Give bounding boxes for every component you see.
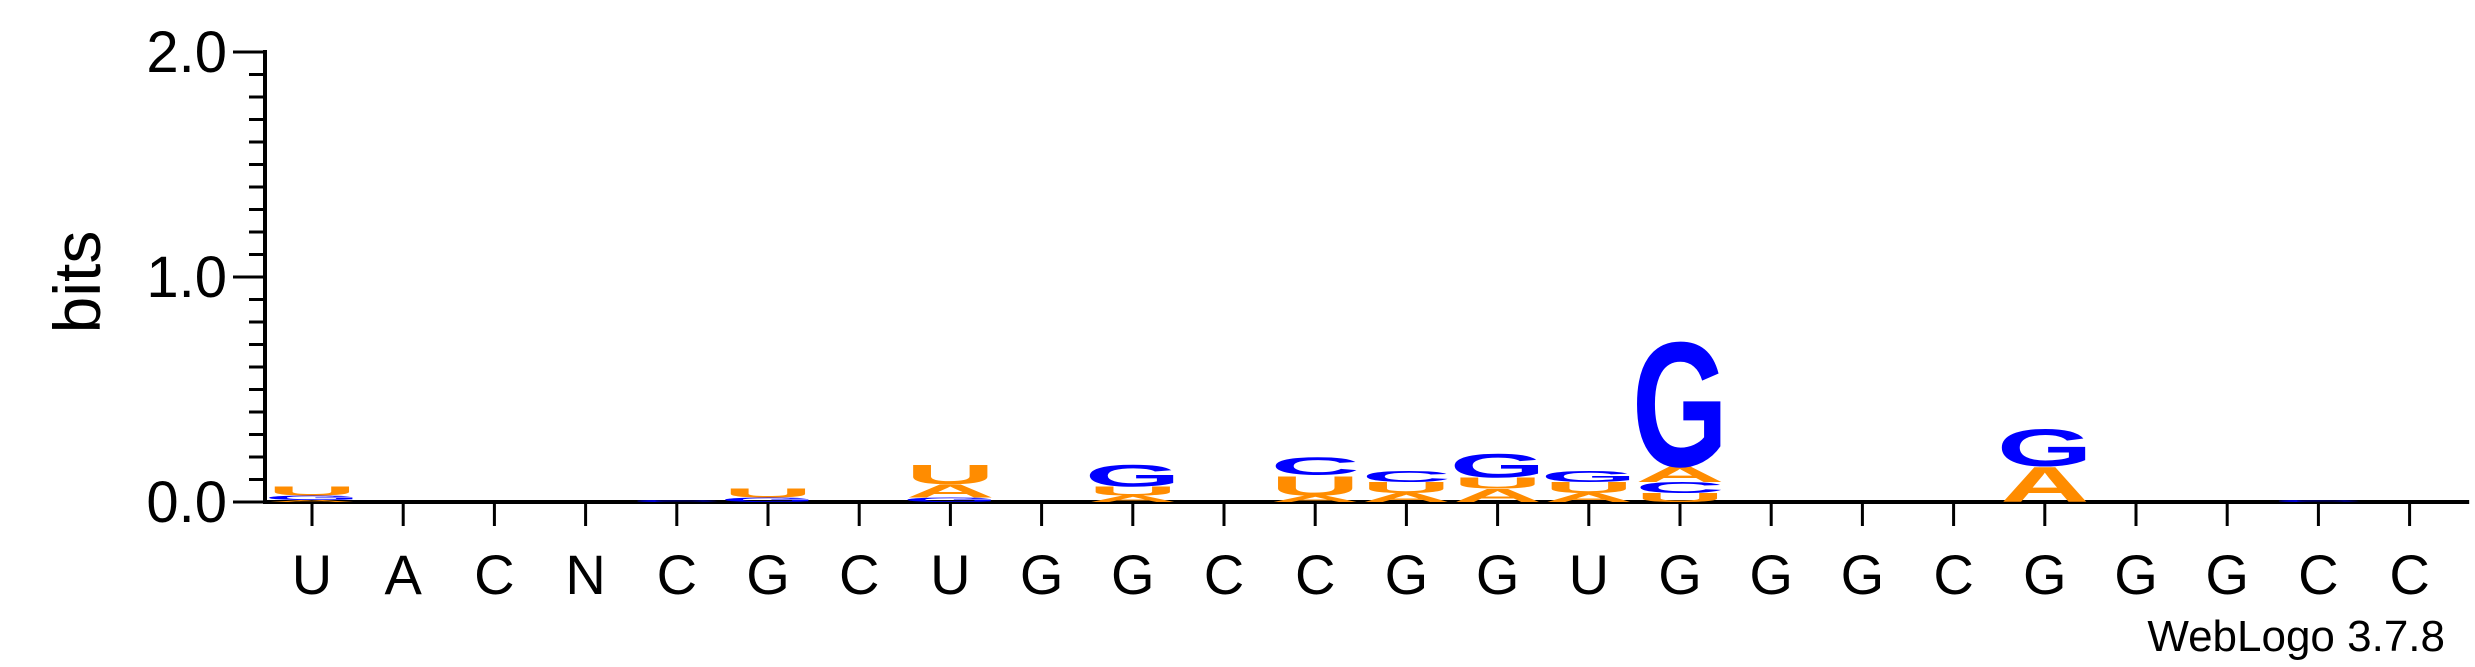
x-tick-label: U — [1569, 543, 1609, 606]
x-tick-label: G — [2023, 543, 2067, 606]
logo-letter-G: G — [1541, 468, 1637, 486]
logo-letter-A: A — [1453, 485, 1542, 506]
logo-letter-A: A — [267, 499, 356, 503]
logo-letter-U: U — [1544, 479, 1633, 497]
x-tick-label: G — [1385, 543, 1429, 606]
x-tick-label: C — [657, 543, 697, 606]
x-tick-label: G — [1658, 543, 1702, 606]
logo-letter-G: G — [1450, 447, 1546, 485]
x-tick-label: G — [1020, 543, 1064, 606]
logo-letter-G: G — [1632, 306, 1728, 505]
x-tick-label: G — [746, 543, 790, 606]
x-tick-label: G — [1111, 543, 1155, 606]
logo-letter-C: C — [632, 499, 721, 503]
x-tick-label: U — [930, 543, 970, 606]
x-tick-label: G — [2205, 543, 2249, 606]
logo-letter-U: U — [1635, 491, 1724, 505]
axes: 0.0 1.0 2.0 bits — [40, 20, 2470, 535]
y-tick-label: 1.0 — [146, 245, 227, 310]
logo-letter-C: C — [1362, 468, 1451, 486]
logo-letter-U: U — [1271, 470, 1360, 501]
x-tick-label: N — [565, 543, 605, 606]
logo-letter-U: U — [906, 459, 995, 490]
logo-letter-U: U — [1453, 474, 1542, 492]
x-tick-label: G — [1749, 543, 1793, 606]
y-axis-title: bits — [40, 231, 114, 334]
logo-letter-A: A — [1635, 462, 1724, 486]
weblogo-credit: WebLogo 3.7.8 — [2147, 612, 2445, 661]
x-tick-label: C — [2298, 543, 2338, 606]
logo-letter-A: A — [1088, 494, 1177, 504]
logo-letter-G: G — [902, 496, 998, 503]
logo-letter-G: G — [1085, 458, 1181, 493]
logo-letter-U: U — [1088, 484, 1177, 498]
logo-letter-G: G — [264, 494, 360, 501]
logo-letter-C: C — [1635, 479, 1724, 497]
x-tick-label: C — [839, 543, 879, 606]
logo-letter-A: A — [1271, 494, 1360, 504]
y-tick-label: 2.0 — [146, 20, 227, 85]
logo-letter-C: C — [2274, 499, 2363, 503]
x-tick-label: G — [1841, 543, 1885, 606]
x-tick-label: G — [2114, 543, 2158, 606]
logo-letter-A: A — [906, 481, 995, 502]
logo-letter-A: A — [2000, 457, 2089, 513]
y-tick-label: 0.0 — [146, 470, 227, 535]
x-tick-label: U — [292, 543, 332, 606]
x-tick-label: G — [1476, 543, 1520, 606]
logo-letter-U: U — [267, 484, 356, 498]
logo-letter-A: A — [1544, 491, 1633, 505]
logo-letter-U: U — [723, 486, 812, 500]
x-tick-label: A — [385, 543, 423, 606]
logo-letter-U: U — [1362, 479, 1451, 497]
x-tick-label: C — [1933, 543, 1973, 606]
x-tick-label: C — [1204, 543, 1244, 606]
logo-letter-G: G — [720, 496, 816, 503]
logo-letter-C: C — [1271, 452, 1360, 480]
logo-letter-A: A — [1362, 491, 1451, 505]
x-tick-label: C — [474, 543, 514, 606]
x-tick-label: C — [2389, 543, 2429, 606]
logo-letter-G: G — [1997, 419, 2093, 478]
x-tick-label: C — [1295, 543, 1335, 606]
